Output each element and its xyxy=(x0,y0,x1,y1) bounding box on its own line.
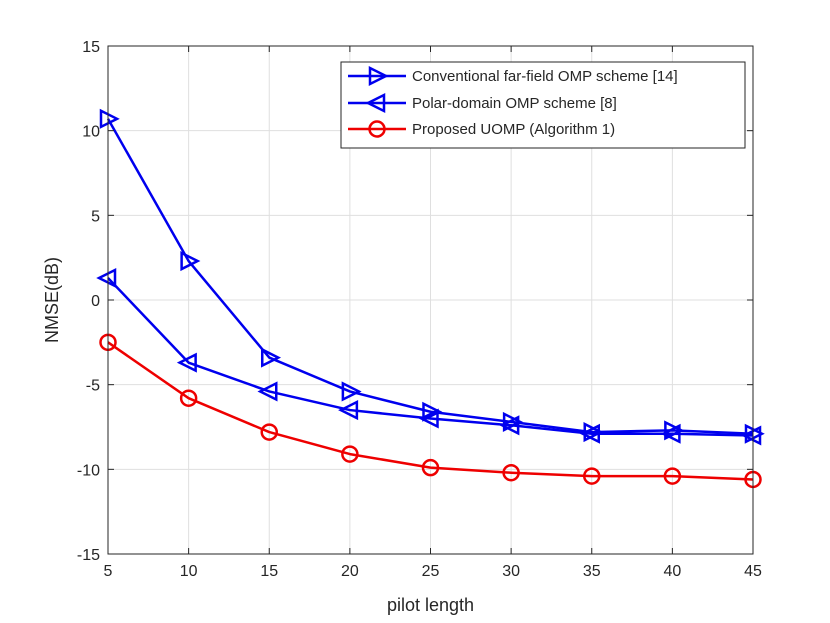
data-point-0 xyxy=(180,251,201,272)
legend-label-0: Conventional far-field OMP scheme [14] xyxy=(412,68,678,85)
data-point-1 xyxy=(96,267,117,289)
series-line-0 xyxy=(106,118,754,436)
x-tick-label: 10 xyxy=(180,563,198,580)
y-tick-label: 15 xyxy=(82,39,100,56)
data-point-2 xyxy=(583,467,601,485)
legend-box xyxy=(340,61,746,149)
data-point-2 xyxy=(341,445,359,463)
legend-label-2: Proposed UOMP (Algorithm 1) xyxy=(412,121,615,138)
series-layer xyxy=(96,108,765,489)
x-tick-label: 25 xyxy=(422,563,440,580)
x-tick-label: 35 xyxy=(583,563,601,580)
legend-marker-shape-1 xyxy=(365,92,386,114)
x-tick-label: 5 xyxy=(104,563,113,580)
data-point-2 xyxy=(179,389,198,407)
data-point-0 xyxy=(261,347,282,368)
data-point-1 xyxy=(418,408,439,429)
data-point-2 xyxy=(421,458,440,477)
x-tick-label: 40 xyxy=(663,563,681,580)
series-1 xyxy=(96,267,762,446)
data-point-0 xyxy=(341,381,362,402)
series-line-1 xyxy=(107,277,754,437)
axis-ticks: 5 10 15 20 25 30 35 40 45 -15 -10 -5 0 5 10 15 xyxy=(77,39,762,580)
series-2 xyxy=(99,333,762,489)
data-point-0 xyxy=(99,108,120,129)
y-tick-label: -10 xyxy=(77,462,100,479)
legend-entry-1: Polar-domain OMP scheme [8] xyxy=(348,92,617,114)
y-axis-title: NMSE(dB) xyxy=(42,257,62,343)
legend-marker-1 xyxy=(365,92,386,114)
data-point-1 xyxy=(499,415,520,436)
y-tick-label: -15 xyxy=(77,547,100,564)
x-tick-label: 15 xyxy=(260,563,278,580)
legend-label-1: Polar-domain OMP scheme [8] xyxy=(412,95,617,112)
y-tick-label: 5 xyxy=(91,208,100,225)
legend-marker-shape-2 xyxy=(368,120,386,138)
x-tick-label: 45 xyxy=(744,563,762,580)
y-tick-label: 0 xyxy=(91,293,100,310)
data-point-2 xyxy=(663,467,682,485)
legend-entry-2: Proposed UOMP (Algorithm 1) xyxy=(348,120,615,138)
x-axis-title: pilot length xyxy=(387,595,474,615)
data-point-1 xyxy=(579,423,600,444)
data-point-1 xyxy=(741,425,762,446)
data-point-1 xyxy=(257,381,278,402)
y-tick-label: -5 xyxy=(86,378,100,395)
data-point-1 xyxy=(338,400,359,421)
series-line-2 xyxy=(107,341,754,481)
data-point-1 xyxy=(176,352,197,373)
legend-marker-shape-0 xyxy=(368,65,389,87)
y-tick-label: 10 xyxy=(82,124,100,141)
data-point-1 xyxy=(660,423,681,444)
data-point-2 xyxy=(502,463,520,482)
x-tick-label: 20 xyxy=(341,563,359,580)
data-point-0 xyxy=(422,401,443,422)
x-tick-label: 30 xyxy=(502,563,520,580)
data-point-2 xyxy=(260,423,278,441)
legend: Conventional far-field OMP scheme [14] P… xyxy=(340,61,746,149)
legend-entry-0: Conventional far-field OMP scheme [14] xyxy=(348,65,678,87)
legend-marker-0 xyxy=(368,65,389,87)
legend-marker-2 xyxy=(368,120,386,138)
